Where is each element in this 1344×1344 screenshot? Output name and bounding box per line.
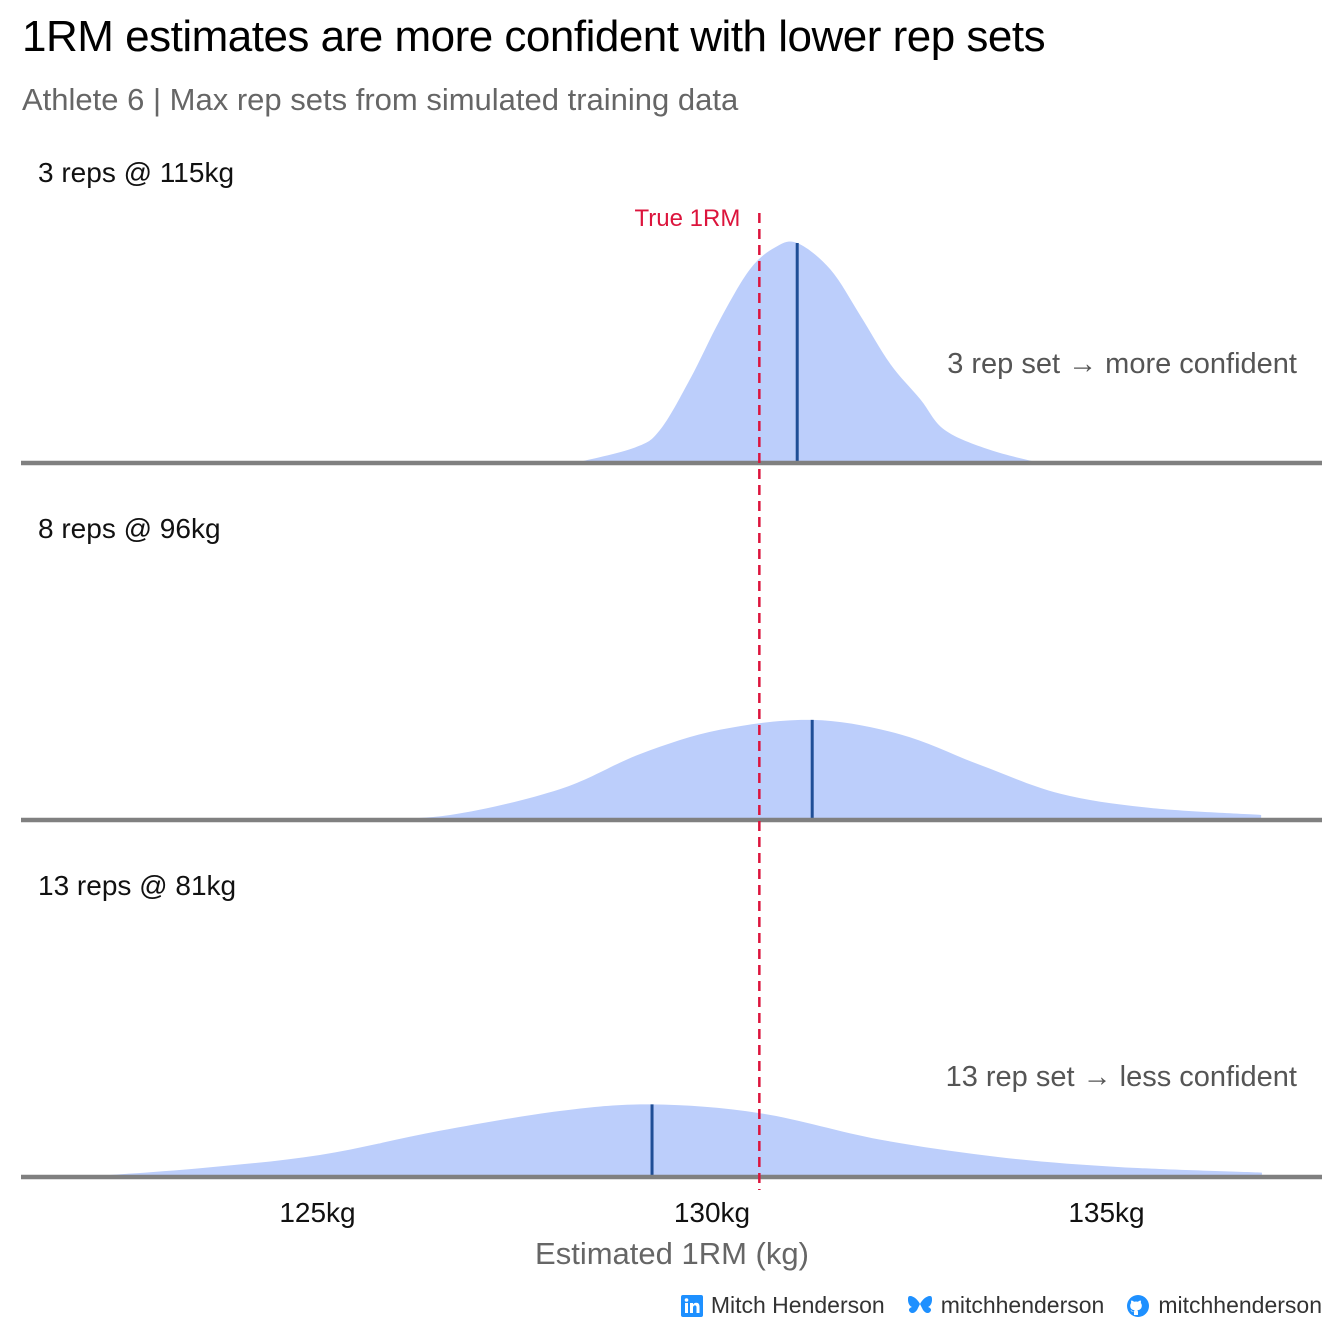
x-tick-label-125: 125kg [279, 1197, 355, 1228]
chart-subtitle: Athlete 6 | Max rep sets from simulated … [22, 82, 739, 117]
true-1rm-label: True 1RM [635, 205, 741, 232]
github-icon [1126, 1294, 1150, 1318]
x-tick-label-130: 130kg [674, 1197, 750, 1228]
github-handle[interactable]: mitchhenderson [1158, 1292, 1322, 1318]
panel-label-1: 3 reps @ 115kg [38, 157, 234, 188]
density-area-2 [349, 719, 1262, 820]
annotation-2: 13 rep set → less confident [946, 1061, 1297, 1093]
x-tick-label-135: 135kg [1068, 1197, 1144, 1228]
panel-label-3: 13 reps @ 81kg [38, 870, 236, 901]
density-area-1 [574, 241, 1041, 463]
bluesky-handle[interactable]: mitchhenderson [940, 1292, 1105, 1318]
density-area-3 [80, 1104, 1262, 1177]
linkedin-icon [680, 1294, 703, 1317]
panel-label-2: 8 reps @ 96kg [38, 513, 221, 544]
footer-credits: Mitch Henderson mitchhenderson mitchhend… [680, 1292, 1322, 1319]
chart-title: 1RM estimates are more confident with lo… [22, 12, 1046, 61]
linkedin-name[interactable]: Mitch Henderson [710, 1292, 885, 1318]
x-axis-label: Estimated 1RM (kg) [535, 1236, 809, 1271]
bluesky-butterfly-icon [907, 1295, 933, 1317]
annotation-1: 3 rep set → more confident [947, 348, 1297, 380]
